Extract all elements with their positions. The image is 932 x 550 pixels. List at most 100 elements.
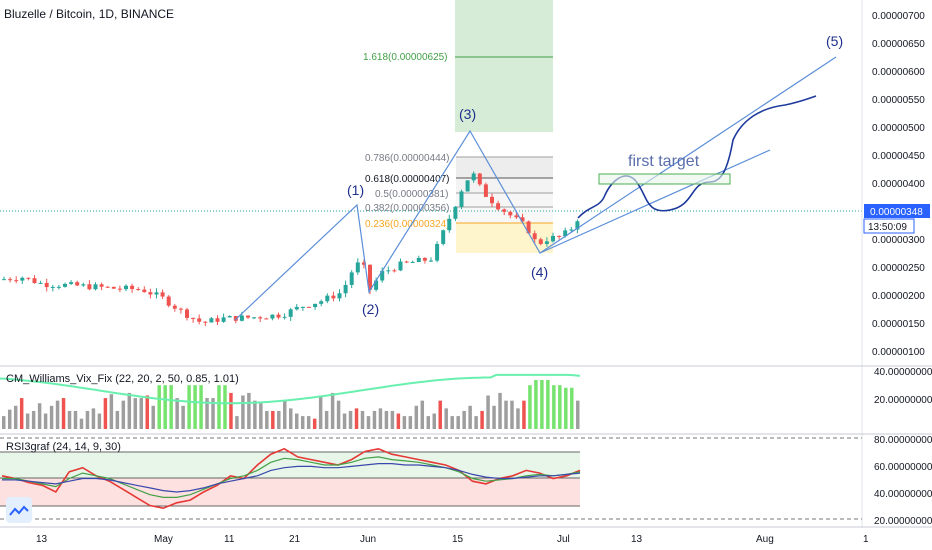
candle-body	[435, 243, 440, 261]
price-tick: 0.00000500	[872, 123, 925, 134]
vix-bar	[474, 416, 478, 429]
time-tick: Jun	[360, 534, 376, 545]
vix-bar	[55, 400, 60, 429]
vix-bar	[163, 385, 167, 429]
candle-body	[270, 314, 275, 319]
candle-body	[557, 235, 562, 237]
rsi-series-line	[2, 463, 581, 493]
vix-bar	[169, 385, 173, 429]
vix-bar	[318, 395, 323, 429]
candle-body	[252, 317, 257, 319]
fib-extension-zone	[455, 0, 553, 132]
vix-bar	[396, 413, 401, 429]
candle-body	[343, 284, 348, 294]
candle-body	[215, 318, 220, 322]
countdown-tag	[863, 218, 915, 234]
vix-bar	[354, 408, 359, 429]
candle-body	[56, 286, 61, 288]
vix-bar	[384, 410, 389, 429]
vix-bar	[480, 410, 484, 429]
candle-body	[191, 317, 196, 319]
vix-bar	[300, 416, 305, 429]
time-tick: 1	[863, 534, 869, 545]
candle-body	[142, 289, 147, 293]
vix-bar	[127, 392, 132, 429]
wave-1-label: (1)	[347, 182, 364, 198]
vix-bar	[151, 405, 155, 429]
candle-body	[538, 239, 543, 244]
vix-bar	[492, 405, 496, 429]
candle-body	[75, 282, 80, 286]
time-tick: 11	[224, 534, 235, 545]
vix-bar	[438, 400, 442, 429]
candle-body	[331, 295, 336, 299]
vix-bar	[175, 398, 179, 429]
candle-body	[551, 235, 555, 242]
vix-label: CM_Williams_Vix_Fix (22, 20, 2, 50, 0.85…	[6, 373, 239, 385]
fib-label-618: 0.618(0.00000407)	[365, 174, 450, 185]
current-price-tag	[864, 204, 930, 218]
vix-bar	[103, 398, 108, 429]
vix-bar	[109, 394, 114, 429]
current-price-text: 0.00000348	[870, 207, 923, 218]
candle-body	[355, 262, 360, 273]
candle-body	[575, 221, 580, 230]
candle-body	[246, 315, 250, 318]
vix-bar	[414, 405, 419, 429]
vix-bar	[360, 410, 365, 429]
vix-bar	[25, 413, 30, 429]
vix-bar	[342, 413, 347, 429]
price-tick: 0.00000250	[872, 263, 925, 274]
vix-bar	[576, 400, 580, 429]
vix-bar	[468, 405, 472, 429]
projection-path	[577, 95, 817, 219]
fib-band-5	[456, 223, 553, 253]
vix-bar	[181, 405, 185, 429]
vix-bar	[79, 418, 84, 429]
rsi-tick: 80.00000000	[874, 435, 932, 446]
candle-body	[471, 173, 476, 181]
candle-body	[532, 233, 537, 240]
candle-body	[2, 279, 6, 281]
candle-body	[160, 292, 165, 297]
vix-bar	[546, 380, 550, 429]
candle-body	[26, 277, 31, 279]
vix-bar	[348, 410, 353, 429]
candle-body	[136, 289, 141, 291]
candle-body	[465, 180, 470, 192]
wave-4-label: (4)	[531, 264, 548, 280]
vix-tick: 40.00000000	[874, 367, 932, 378]
time-tick: May	[154, 534, 173, 545]
vix-bar	[217, 385, 221, 429]
candle-body	[264, 318, 269, 320]
vix-bar	[157, 385, 161, 429]
tradingview-logo	[6, 497, 32, 523]
candle-body	[178, 308, 183, 310]
candle-body	[410, 262, 415, 264]
candle-body	[44, 282, 49, 288]
candle-body	[111, 286, 116, 289]
target-zone	[598, 173, 731, 185]
vix-bar	[558, 385, 562, 429]
vix-tick: 20.00000000	[874, 395, 932, 406]
candle-body	[496, 203, 501, 210]
wave-3-label: (3)	[459, 106, 476, 122]
candle-body	[325, 295, 330, 302]
rsi-lines	[1, 447, 581, 510]
candle-body	[69, 282, 74, 284]
vix-bar	[277, 410, 281, 429]
candle-body	[227, 316, 232, 318]
candle-body	[14, 280, 19, 282]
vix-bar	[294, 413, 299, 429]
candle-body	[239, 315, 244, 321]
price-tick: 0.00000700	[872, 11, 925, 22]
candle-body	[416, 257, 421, 263]
vix-bar	[528, 385, 532, 429]
vix-bar	[432, 413, 436, 429]
vix-bar	[229, 392, 233, 429]
vix-bar	[31, 410, 36, 429]
candle-body	[124, 285, 128, 290]
vix-bar	[306, 416, 311, 429]
vix-bar	[187, 385, 191, 429]
candle-body	[185, 309, 189, 318]
